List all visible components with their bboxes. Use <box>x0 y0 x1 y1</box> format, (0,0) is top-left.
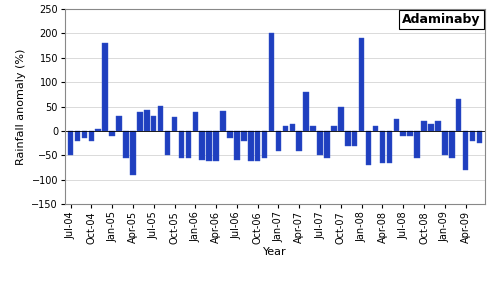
Bar <box>435 121 440 131</box>
Bar <box>352 131 358 146</box>
Bar <box>178 131 184 158</box>
Y-axis label: Rainfall anomaly (%): Rainfall anomaly (%) <box>16 48 26 165</box>
Bar <box>456 99 462 131</box>
Bar <box>269 33 274 131</box>
Bar <box>172 117 177 131</box>
Bar <box>408 131 413 136</box>
Bar <box>290 124 295 131</box>
Bar <box>88 131 94 141</box>
Bar <box>206 131 212 161</box>
Bar <box>110 131 115 136</box>
Bar <box>96 128 101 131</box>
Bar <box>262 131 268 158</box>
Bar <box>449 131 454 158</box>
Bar <box>331 126 336 131</box>
Bar <box>421 121 427 131</box>
Bar <box>463 131 468 170</box>
Bar <box>220 112 226 131</box>
Bar <box>310 126 316 131</box>
Bar <box>123 131 129 158</box>
Bar <box>359 38 364 131</box>
Bar <box>227 131 232 138</box>
Text: Adaminaby: Adaminaby <box>402 13 481 26</box>
Bar <box>158 106 164 131</box>
Bar <box>282 126 288 131</box>
Bar <box>414 131 420 158</box>
Bar <box>165 131 170 156</box>
Bar <box>304 92 309 131</box>
Bar <box>442 131 448 156</box>
Bar <box>380 131 385 163</box>
Bar <box>102 43 108 131</box>
Bar <box>324 131 330 158</box>
Bar <box>144 110 150 131</box>
Bar <box>74 131 80 141</box>
Bar <box>428 124 434 131</box>
Bar <box>130 131 136 175</box>
X-axis label: Year: Year <box>263 247 287 257</box>
Bar <box>214 131 219 161</box>
Bar <box>151 116 156 131</box>
Bar <box>476 131 482 143</box>
Bar <box>255 131 260 161</box>
Bar <box>137 112 142 131</box>
Bar <box>68 131 73 156</box>
Bar <box>200 131 205 160</box>
Bar <box>345 131 350 146</box>
Bar <box>366 131 372 165</box>
Bar <box>248 131 254 161</box>
Bar <box>400 131 406 136</box>
Bar <box>82 131 87 138</box>
Bar <box>394 119 399 131</box>
Bar <box>470 131 476 141</box>
Bar <box>386 131 392 163</box>
Bar <box>234 131 239 160</box>
Bar <box>192 112 198 131</box>
Bar <box>276 131 281 151</box>
Bar <box>372 126 378 131</box>
Bar <box>116 116 122 131</box>
Bar <box>296 131 302 151</box>
Bar <box>186 131 191 158</box>
Bar <box>318 131 323 156</box>
Bar <box>241 131 246 141</box>
Bar <box>338 107 344 131</box>
